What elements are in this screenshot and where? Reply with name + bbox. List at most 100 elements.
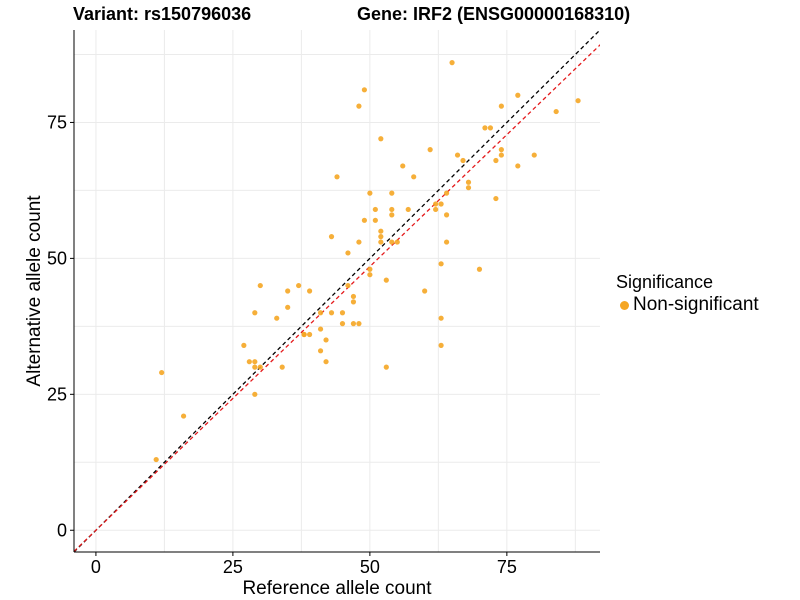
gene-title: Gene: IRF2 (ENSG00000168310): [357, 4, 631, 24]
data-point: [345, 250, 351, 256]
x-tick-label: 25: [223, 557, 243, 577]
x-tick-label: 0: [91, 557, 101, 577]
axis-labels: 0 25 50 75 0 25 50 75 Reference allele count Alte…: [24, 112, 517, 599]
legend-item-non-significant: Non-significant: [616, 294, 759, 316]
data-point: [553, 108, 559, 115]
data-point: [389, 239, 395, 245]
data-point: [159, 369, 165, 376]
data-point: [378, 136, 384, 142]
data-point: [246, 359, 252, 365]
data-point: [367, 266, 373, 272]
data-point: [257, 364, 263, 370]
data-point: [389, 212, 395, 218]
data-point: [438, 315, 444, 321]
data-point: [449, 60, 455, 66]
data-points: [153, 60, 581, 463]
data-point: [372, 217, 378, 223]
data-point: [252, 391, 258, 397]
data-point: [350, 293, 357, 300]
data-point: [476, 266, 483, 272]
data-point: [378, 239, 384, 245]
data-point: [350, 299, 357, 305]
data-point: [296, 282, 302, 289]
data-point: [180, 413, 187, 419]
data-point: [252, 359, 258, 365]
data-point: [454, 152, 461, 158]
data-point: [389, 190, 395, 196]
reference-lines: [74, 30, 600, 552]
data-point: [323, 337, 329, 343]
data-point: [285, 288, 291, 294]
data-point: [367, 190, 373, 196]
legend-title: Significance: [616, 272, 714, 292]
data-point: [383, 364, 389, 370]
data-point: [339, 310, 346, 316]
data-point: [389, 206, 395, 213]
data-point: [301, 331, 307, 338]
data-point: [493, 195, 499, 202]
data-point: [515, 163, 521, 169]
data-point: [487, 125, 494, 131]
variant-title: Variant: rs150796036: [73, 4, 252, 24]
reference-line-fit: [74, 44, 600, 552]
data-point: [372, 206, 378, 213]
data-point: [356, 239, 362, 245]
data-point: [257, 282, 263, 289]
data-point: [443, 239, 450, 245]
data-point: [498, 103, 504, 109]
data-point: [279, 364, 285, 370]
data-point: [307, 331, 313, 338]
data-point: [498, 147, 504, 153]
data-point: [422, 288, 428, 294]
data-point: [323, 359, 329, 365]
y-axis-title: Alternative allele count: [24, 195, 45, 387]
data-point: [394, 239, 400, 245]
data-point: [334, 174, 340, 180]
reference-line-identity: [74, 30, 600, 552]
data-point: [443, 190, 450, 196]
data-point: [339, 321, 346, 327]
data-point: [411, 174, 417, 180]
data-point: [378, 234, 384, 240]
y-tick-label: 0: [57, 520, 67, 540]
grid: [74, 30, 600, 552]
data-point: [356, 103, 362, 109]
y-tick-label: 75: [47, 112, 67, 132]
axes: [70, 30, 600, 556]
data-point: [317, 326, 324, 332]
data-point: [465, 185, 472, 191]
x-axis-title: Reference allele count: [242, 578, 432, 599]
data-point: [367, 272, 373, 278]
data-point: [400, 163, 406, 169]
data-point: [438, 261, 444, 267]
data-point: [493, 157, 499, 164]
y-tick-label: 25: [47, 384, 67, 404]
data-point: [274, 315, 280, 321]
data-point: [460, 157, 466, 164]
data-point: [515, 92, 521, 98]
x-tick-label: 75: [497, 557, 517, 577]
data-point: [438, 201, 444, 207]
data-point: [356, 321, 362, 327]
data-point: [482, 125, 488, 131]
data-point: [443, 212, 450, 218]
data-point: [405, 206, 411, 213]
data-point: [433, 201, 439, 207]
data-point: [345, 282, 351, 289]
data-point: [383, 277, 389, 283]
data-point: [438, 342, 444, 348]
data-point: [575, 98, 581, 104]
data-point: [285, 304, 291, 310]
data-point: [378, 228, 384, 234]
data-point: [252, 364, 258, 370]
data-point: [361, 217, 367, 223]
data-point: [153, 456, 159, 463]
data-point: [307, 288, 313, 294]
data-point: [427, 147, 433, 153]
data-point: [465, 179, 472, 185]
data-point: [328, 310, 335, 316]
x-tick-label: 50: [360, 557, 380, 577]
y-tick-label: 50: [47, 248, 67, 268]
data-point: [531, 152, 537, 158]
